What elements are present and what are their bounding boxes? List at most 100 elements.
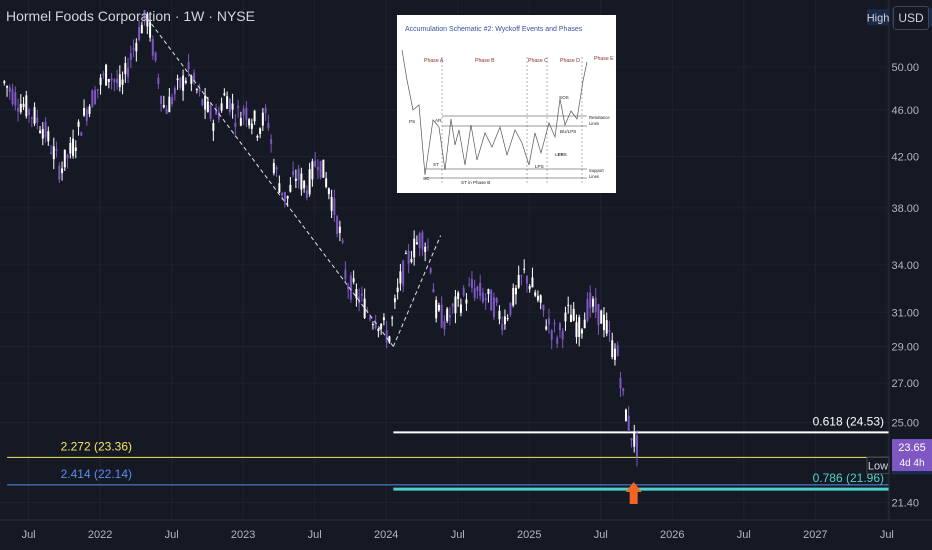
inset-support-label: Lines (589, 174, 599, 179)
candle-body (52, 146, 55, 160)
inset-resistance-label: Resistance (589, 115, 610, 120)
trend-line (392, 235, 442, 347)
candle-body (173, 88, 176, 95)
time-axis[interactable]: Jul 2022 Jul 2023 Jul 2024 Jul 2025 Jul 2026 Jul 20… (0, 519, 932, 550)
candle-body (107, 79, 110, 83)
candle-body (325, 178, 328, 188)
candle-body (319, 160, 322, 178)
candle-body (105, 64, 108, 86)
candle-body (473, 288, 476, 299)
candle-body (157, 77, 160, 84)
candle-body (28, 109, 31, 115)
candle-body (594, 297, 597, 313)
candle-body (360, 293, 363, 296)
candle-body (572, 308, 575, 321)
time-tick-label: Jul (308, 529, 322, 541)
inset-event-label: BU/LPS (560, 129, 576, 134)
candle-body (33, 107, 36, 124)
price-tick-label: 21.40 (891, 497, 919, 509)
candle-body (80, 132, 83, 136)
price-tick-label: 42.00 (891, 152, 919, 164)
time-tick-label: Jul (880, 529, 894, 541)
candle-body (481, 292, 484, 302)
currency-button[interactable]: USD (893, 6, 929, 30)
candle-body (388, 336, 391, 343)
time-tick-label: 2026 (660, 529, 684, 541)
candle-body (545, 326, 548, 330)
candle-body (160, 96, 163, 104)
candle-body (245, 108, 248, 120)
candle-body (567, 304, 570, 306)
candle-body (184, 80, 187, 83)
candle-body (63, 149, 66, 168)
price-tick-label: 29.00 (891, 341, 919, 353)
candle-body (146, 14, 149, 27)
candle-body (589, 292, 592, 309)
candle-body (58, 165, 61, 180)
candle-body (121, 79, 124, 85)
candle-body (231, 103, 234, 110)
candle-body (327, 188, 330, 195)
candle-body (479, 282, 482, 297)
candle-body (261, 112, 264, 126)
trend-line (146, 18, 394, 347)
candle-body (50, 152, 53, 154)
candle-body (336, 216, 339, 235)
candle-body (454, 296, 457, 314)
candle-body (564, 312, 567, 322)
candle-body (484, 298, 487, 301)
candle-body (531, 277, 534, 288)
candle-body (165, 109, 168, 114)
candle-body (66, 154, 69, 159)
candle-body (514, 287, 517, 295)
candle-body (234, 122, 237, 127)
candle-body (457, 292, 460, 300)
inset-phase-label: Phase B (475, 58, 495, 64)
candle-body (176, 78, 179, 81)
candle-body (226, 96, 229, 109)
candle-body (248, 119, 251, 126)
candle-body (239, 118, 242, 126)
candle-body (182, 75, 185, 91)
candle-body (495, 297, 498, 303)
candle-body (275, 167, 278, 170)
candle-body (349, 275, 352, 300)
candle-body (286, 195, 289, 199)
candle-body (338, 226, 341, 234)
candle-body (3, 81, 6, 84)
candle-body (102, 73, 105, 76)
candle-body (206, 101, 209, 112)
candle-body (413, 238, 416, 258)
up-arrow-shape (625, 482, 642, 504)
candle-body (600, 310, 603, 324)
inset-price-path (401, 49, 588, 176)
candle-body (352, 278, 355, 283)
candle-body (550, 330, 553, 340)
candle-body (168, 96, 171, 113)
inset-event-label: ST (433, 162, 439, 167)
candle-body (569, 314, 572, 322)
candle-body (278, 183, 281, 193)
candle-body (470, 279, 473, 289)
candle-body (437, 304, 440, 311)
candle-body (330, 197, 333, 211)
low-tag-bg (866, 456, 890, 474)
candle-body (118, 74, 121, 88)
candle-body (517, 274, 520, 288)
candle-body (94, 89, 97, 104)
candle-body (393, 298, 396, 303)
candle-body (17, 108, 20, 112)
candle-body (8, 87, 11, 92)
candle-body (190, 75, 193, 84)
candle-body (410, 259, 413, 263)
candle-body (74, 147, 77, 151)
candle-body (341, 240, 344, 243)
candle-body (512, 288, 515, 306)
candle-body (561, 330, 564, 340)
inset-event-label: AR (435, 118, 442, 123)
candle-body (215, 109, 218, 115)
candle-body (602, 314, 605, 331)
candle-body (212, 123, 215, 131)
candle-body (113, 79, 116, 83)
